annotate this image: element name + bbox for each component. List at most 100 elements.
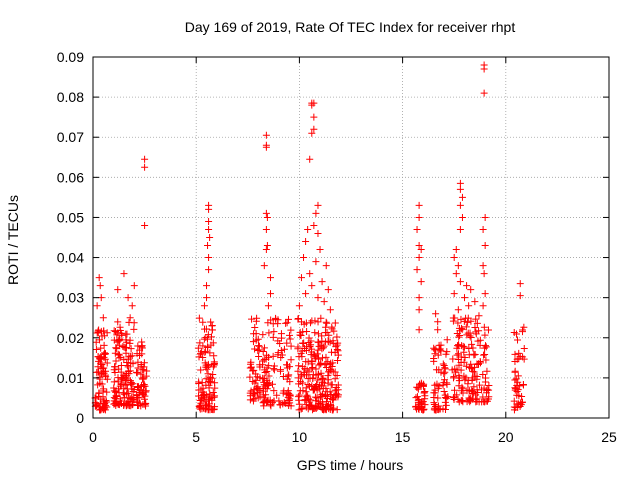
data-point: [276, 367, 284, 375]
data-point: [141, 163, 149, 171]
data-point: [460, 348, 468, 356]
data-point: [510, 406, 518, 414]
data-point: [434, 402, 442, 410]
data-point: [441, 376, 449, 384]
data-point: [418, 380, 426, 388]
data-point: [251, 345, 259, 353]
data-point: [135, 389, 143, 397]
data-point: [254, 347, 262, 355]
data-point: [510, 328, 518, 336]
data-point: [473, 397, 481, 405]
data-point: [123, 390, 131, 398]
data-point: [130, 282, 138, 290]
data-point: [205, 217, 213, 225]
data-point: [333, 333, 341, 341]
data-point: [259, 348, 267, 356]
data-point: [456, 225, 464, 233]
data-point: [318, 392, 326, 400]
data-point: [102, 373, 110, 381]
data-point: [322, 405, 330, 413]
data-point: [455, 398, 463, 406]
data-point: [516, 292, 524, 300]
data-point: [96, 282, 104, 290]
data-point: [468, 387, 476, 395]
data-point: [479, 262, 487, 270]
data-point: [254, 394, 262, 402]
data-point: [332, 343, 340, 351]
data-point: [326, 306, 334, 314]
data-point: [323, 319, 331, 327]
data-point: [319, 344, 327, 352]
data-point: [456, 201, 464, 209]
data-point: [203, 294, 211, 302]
data-point: [197, 366, 205, 374]
data-point: [519, 381, 527, 389]
data-point: [246, 392, 254, 400]
data-point: [112, 327, 120, 335]
data-point: [322, 353, 330, 361]
data-point: [317, 314, 325, 322]
y-tick-labels: 0 0.01 0.02 0.03 0.04 0.05 0.06 0.07 0.08 0.09: [57, 49, 84, 426]
data-point: [413, 405, 421, 413]
data-point: [303, 366, 311, 374]
data-point: [483, 367, 491, 375]
data-point: [481, 290, 489, 298]
data-point: [417, 246, 425, 254]
data-point: [137, 370, 145, 378]
data-point: [452, 246, 460, 254]
data-point: [322, 262, 330, 270]
data-point: [472, 315, 480, 323]
data-point: [204, 370, 212, 378]
data-point: [263, 242, 271, 250]
data-point: [115, 389, 123, 397]
data-point: [518, 393, 526, 401]
data-point: [120, 356, 128, 364]
data-point: [264, 396, 272, 404]
data-point: [297, 331, 305, 339]
data-point: [116, 382, 124, 390]
data-point: [314, 330, 322, 338]
data-point: [111, 395, 119, 403]
data-point: [328, 325, 336, 333]
data-point: [456, 332, 464, 340]
data-point: [265, 329, 273, 337]
data-point: [205, 266, 213, 274]
data-point: [294, 343, 302, 351]
data-point: [297, 274, 305, 282]
data-point: [260, 398, 268, 406]
data-point: [310, 221, 318, 229]
x-tick-label: 20: [498, 429, 514, 445]
data-point: [205, 396, 213, 404]
data-point: [456, 278, 464, 286]
data-point: [514, 336, 522, 344]
data-point: [510, 397, 518, 405]
data-point: [308, 365, 316, 373]
data-point: [460, 343, 468, 351]
data-point: [460, 372, 468, 380]
data-point: [99, 314, 107, 322]
data-point: [208, 321, 216, 329]
data-point: [480, 351, 488, 359]
data-point: [331, 386, 339, 394]
data-point: [259, 357, 267, 365]
data-point: [274, 351, 282, 359]
data-point: [246, 373, 254, 381]
data-point: [97, 344, 105, 352]
data-point: [469, 367, 477, 375]
data-point: [196, 350, 204, 358]
data-point: [465, 302, 473, 310]
data-point: [115, 365, 123, 373]
data-point: [312, 371, 320, 379]
x-tick-label: 10: [292, 429, 308, 445]
data-point: [329, 395, 337, 403]
data-point: [314, 376, 322, 384]
data-point: [436, 345, 444, 353]
data-point: [475, 381, 483, 389]
data-point: [453, 342, 461, 350]
data-point: [481, 242, 489, 250]
data-point: [204, 344, 212, 352]
data-point: [279, 400, 287, 408]
data-point: [285, 396, 293, 404]
data-point: [312, 403, 320, 411]
data-point: [325, 368, 333, 376]
